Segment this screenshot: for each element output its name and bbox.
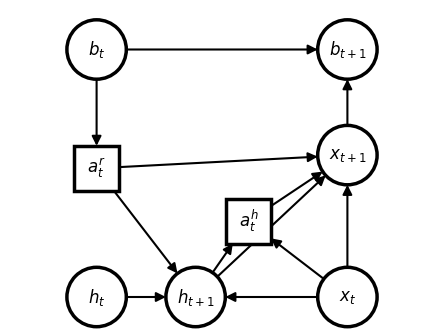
Text: $b_{t+1}$: $b_{t+1}$ — [329, 39, 366, 60]
Text: $x_{t+1}$: $x_{t+1}$ — [329, 147, 366, 164]
Circle shape — [318, 20, 377, 79]
Text: $h_{t+1}$: $h_{t+1}$ — [177, 286, 214, 308]
Circle shape — [67, 267, 126, 327]
Bar — [226, 199, 271, 244]
Circle shape — [166, 267, 225, 327]
Circle shape — [67, 20, 126, 79]
Text: $b_t$: $b_t$ — [88, 39, 105, 60]
Circle shape — [318, 267, 377, 327]
Text: $a_t^h$: $a_t^h$ — [238, 208, 258, 234]
Bar — [74, 146, 119, 191]
Text: $x_t$: $x_t$ — [339, 288, 356, 306]
Text: $h_t$: $h_t$ — [88, 286, 105, 308]
Text: $a_t^r$: $a_t^r$ — [87, 156, 106, 180]
Circle shape — [318, 125, 377, 185]
